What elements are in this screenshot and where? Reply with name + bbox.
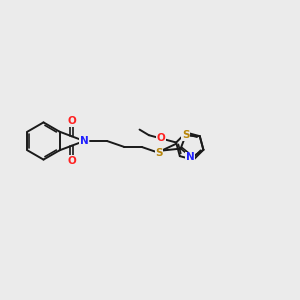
Text: O: O xyxy=(157,134,166,143)
Text: S: S xyxy=(182,130,189,140)
Text: O: O xyxy=(68,116,76,126)
Text: S: S xyxy=(155,148,163,158)
Text: O: O xyxy=(68,156,76,166)
Text: N: N xyxy=(186,152,194,163)
Text: N: N xyxy=(80,136,88,146)
